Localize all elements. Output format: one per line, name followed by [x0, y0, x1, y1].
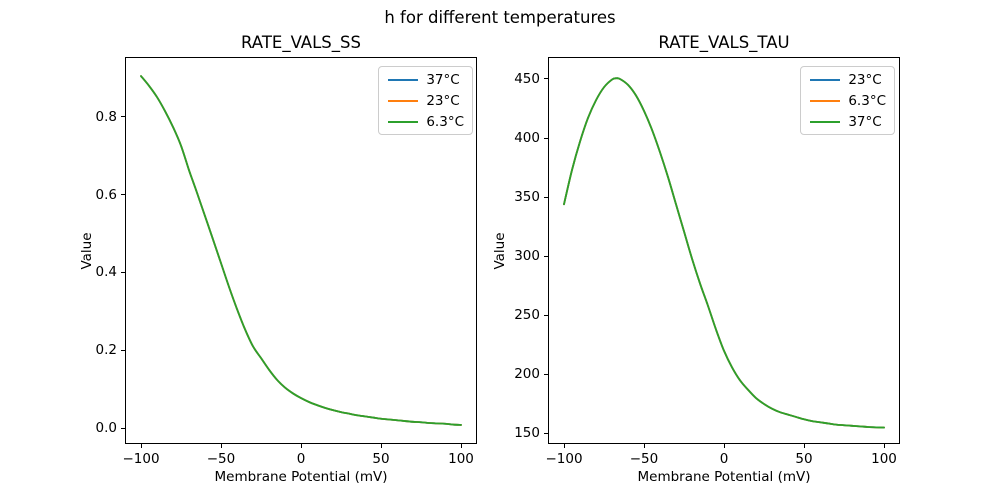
x-tick-mark: [220, 444, 222, 448]
x-tick-mark: [300, 444, 302, 448]
legend-label: 23°C: [848, 71, 882, 88]
y-tick-mark: [121, 116, 125, 118]
legend-entry: 23°C: [810, 69, 886, 90]
x-tick-label: −100: [122, 451, 160, 467]
figure-title: h for different temperatures: [384, 8, 616, 27]
x-axis-label: Membrane Potential (mV): [637, 469, 811, 485]
subplot-title: RATE_VALS_TAU: [658, 33, 790, 52]
series-line: [563, 77, 885, 429]
y-tick-label: 0.8: [95, 108, 117, 125]
y-tick-mark: [544, 373, 548, 375]
x-tick-label: 50: [372, 451, 390, 467]
y-tick-mark: [121, 271, 125, 273]
legend-entry: 37°C: [388, 69, 464, 90]
plot-area: [563, 77, 885, 429]
y-tick-mark: [121, 427, 125, 429]
y-tick-mark: [544, 78, 548, 80]
series-line: [140, 75, 462, 426]
plot-area: [140, 75, 462, 426]
y-tick-label: 200: [514, 366, 540, 383]
legend-entry: 6.3°C: [388, 111, 464, 132]
y-tick-label: 150: [514, 425, 540, 442]
x-tick-label: 50: [795, 451, 813, 467]
y-tick-label: 0.6: [95, 186, 117, 203]
legend-label: 37°C: [426, 71, 460, 88]
x-tick-mark: [723, 444, 725, 448]
legend-line-sample: [388, 99, 419, 102]
y-tick-label: 0.4: [95, 264, 117, 281]
y-tick-label: 0.0: [95, 420, 117, 437]
x-tick-label: −100: [545, 451, 583, 467]
subplot-title: RATE_VALS_SS: [241, 33, 361, 52]
plot-frame: [125, 57, 477, 444]
legend-label: 23°C: [426, 92, 460, 109]
x-tick-label: 100: [448, 451, 474, 467]
y-tick-mark: [121, 349, 125, 351]
legend-label: 6.3°C: [426, 113, 464, 130]
plot-frame: [548, 57, 900, 444]
legend-label: 37°C: [848, 113, 882, 130]
x-tick-mark: [380, 444, 382, 448]
legend-label: 6.3°C: [848, 92, 886, 109]
x-axis-label: Membrane Potential (mV): [214, 469, 388, 485]
x-tick-label: 100: [871, 451, 897, 467]
x-tick-label: −50: [629, 451, 659, 467]
y-tick-mark: [544, 314, 548, 316]
y-tick-label: 450: [514, 70, 540, 87]
legend: 37°C 23°C 6.3°C: [378, 66, 473, 135]
x-tick-label: 0: [719, 451, 729, 467]
y-tick-mark: [121, 194, 125, 196]
x-tick-label: −50: [206, 451, 236, 467]
y-tick-mark: [544, 255, 548, 257]
legend-line-sample: [810, 120, 841, 123]
x-tick-mark: [563, 444, 565, 448]
legend-entry: 23°C: [388, 90, 464, 111]
y-tick-label: 400: [514, 130, 540, 147]
x-tick-mark: [883, 444, 885, 448]
legend-line-sample: [388, 78, 419, 81]
x-tick-mark: [460, 444, 462, 448]
legend: 23°C 6.3°C 37°C: [800, 66, 895, 135]
y-tick-mark: [544, 196, 548, 198]
y-tick-label: 0.2: [95, 342, 117, 359]
x-tick-mark: [140, 444, 142, 448]
y-tick-label: 250: [514, 307, 540, 324]
y-tick-mark: [544, 432, 548, 434]
x-tick-mark: [803, 444, 805, 448]
y-tick-label: 300: [514, 248, 540, 265]
legend-line-sample: [388, 120, 419, 123]
x-tick-mark: [643, 444, 645, 448]
legend-line-sample: [810, 99, 841, 102]
legend-line-sample: [810, 78, 841, 81]
legend-entry: 37°C: [810, 111, 886, 132]
x-tick-label: 0: [296, 451, 306, 467]
y-tick-mark: [544, 137, 548, 139]
y-tick-label: 350: [514, 189, 540, 206]
legend-entry: 6.3°C: [810, 90, 886, 111]
y-axis-label: Value: [79, 231, 95, 270]
